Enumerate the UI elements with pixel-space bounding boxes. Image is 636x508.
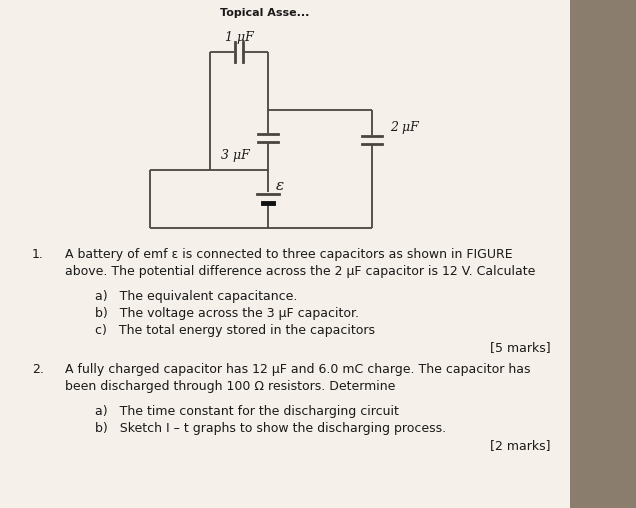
- Text: 1.: 1.: [32, 248, 44, 261]
- Text: 3 μF: 3 μF: [221, 149, 250, 163]
- Text: b)   The voltage across the 3 μF capacitor.: b) The voltage across the 3 μF capacitor…: [95, 307, 359, 320]
- Text: b)   Sketch I – t graphs to show the discharging process.: b) Sketch I – t graphs to show the disch…: [95, 422, 446, 435]
- Text: above. The potential difference across the 2 μF capacitor is 12 V. Calculate: above. The potential difference across t…: [65, 265, 536, 278]
- Text: Topical Asse...: Topical Asse...: [220, 8, 309, 18]
- Text: A battery of emf ε is connected to three capacitors as shown in FIGURE: A battery of emf ε is connected to three…: [65, 248, 513, 261]
- Bar: [570, 0, 636, 508]
- Text: a)   The equivalent capacitance.: a) The equivalent capacitance.: [95, 290, 298, 303]
- Text: A fully charged capacitor has 12 μF and 6.0 mC charge. The capacitor has: A fully charged capacitor has 12 μF and …: [65, 363, 530, 376]
- Text: been discharged through 100 Ω resistors. Determine: been discharged through 100 Ω resistors.…: [65, 380, 396, 393]
- Text: 1 μF: 1 μF: [225, 30, 253, 44]
- Text: 2 μF: 2 μF: [390, 121, 418, 135]
- Text: 2.: 2.: [32, 363, 44, 376]
- Bar: [0, 0, 570, 508]
- Text: [5 marks]: [5 marks]: [490, 341, 551, 354]
- Text: ε: ε: [276, 179, 284, 193]
- Text: a)   The time constant for the discharging circuit: a) The time constant for the discharging…: [95, 405, 399, 418]
- Text: c)   The total energy stored in the capacitors: c) The total energy stored in the capaci…: [95, 324, 375, 337]
- Text: [2 marks]: [2 marks]: [490, 439, 551, 452]
